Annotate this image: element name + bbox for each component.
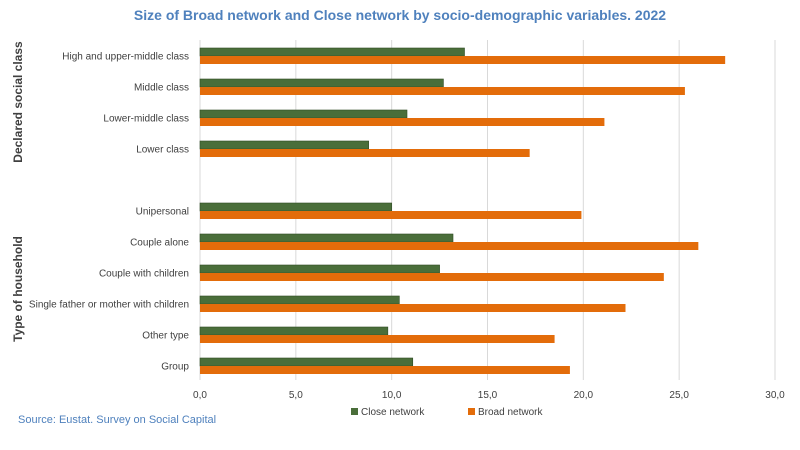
x-tick-label: 15,0 [478, 390, 498, 401]
legend-label: Broad network [478, 407, 543, 418]
bar-broad-network [200, 118, 605, 126]
category-label: Couple alone [130, 238, 189, 249]
category-labels: High and upper-middle class Middle class L… [29, 52, 190, 373]
legend-swatch [468, 408, 475, 415]
x-tick-label: 5,0 [289, 390, 303, 401]
category-label: Group [161, 362, 189, 373]
category-label: Lower-middle class [103, 114, 189, 125]
bar-broad-network [200, 242, 699, 250]
bar-broad-network [200, 149, 530, 157]
category-label: Couple with children [99, 269, 189, 280]
category-label: Other type [142, 331, 189, 342]
x-tick-label: 10,0 [382, 390, 402, 401]
bar-close-network [199, 78, 444, 88]
group-labels: Declared social class Type of household [11, 41, 25, 342]
bar-broad-network [200, 366, 570, 374]
bar-broad-network [200, 56, 726, 64]
legend: Close network Broad network [351, 407, 543, 418]
category-label: Middle class [134, 83, 189, 94]
category-label: Single father or mother with children [29, 300, 189, 311]
bar-broad-network [200, 304, 626, 312]
chart-title: Size of Broad network and Close network … [134, 7, 666, 23]
bar-close-network [199, 47, 465, 57]
bar-close-network [199, 326, 389, 336]
legend-label: Close network [361, 407, 425, 418]
x-tick-label: 0,0 [193, 390, 207, 401]
bar-close-network [199, 233, 454, 243]
bar-close-network [199, 109, 408, 119]
bar-close-network [199, 357, 414, 367]
category-label: Unipersonal [136, 207, 189, 218]
bars [199, 47, 726, 374]
group-label: Type of household [11, 236, 25, 342]
x-tick-labels: 0,0 5,0 10,0 15,0 20,0 25,0 30,0 [193, 390, 785, 401]
x-tick-label: 20,0 [574, 390, 594, 401]
legend-swatch [351, 408, 358, 415]
source-note: Source: Eustat. Survey on Social Capital [18, 414, 216, 426]
group-label: Declared social class [11, 41, 25, 163]
bar-close-network [199, 202, 392, 212]
bar-close-network [199, 295, 400, 305]
bar-close-network [199, 140, 369, 150]
bar-broad-network [200, 335, 555, 343]
bar-close-network [199, 264, 440, 274]
bar-broad-network [200, 211, 582, 219]
x-tick-label: 25,0 [669, 390, 689, 401]
bar-broad-network [200, 87, 685, 95]
category-label: High and upper-middle class [62, 52, 189, 63]
bar-broad-network [200, 273, 664, 281]
category-label: Lower class [136, 145, 189, 156]
x-tick-label: 30,0 [765, 390, 785, 401]
